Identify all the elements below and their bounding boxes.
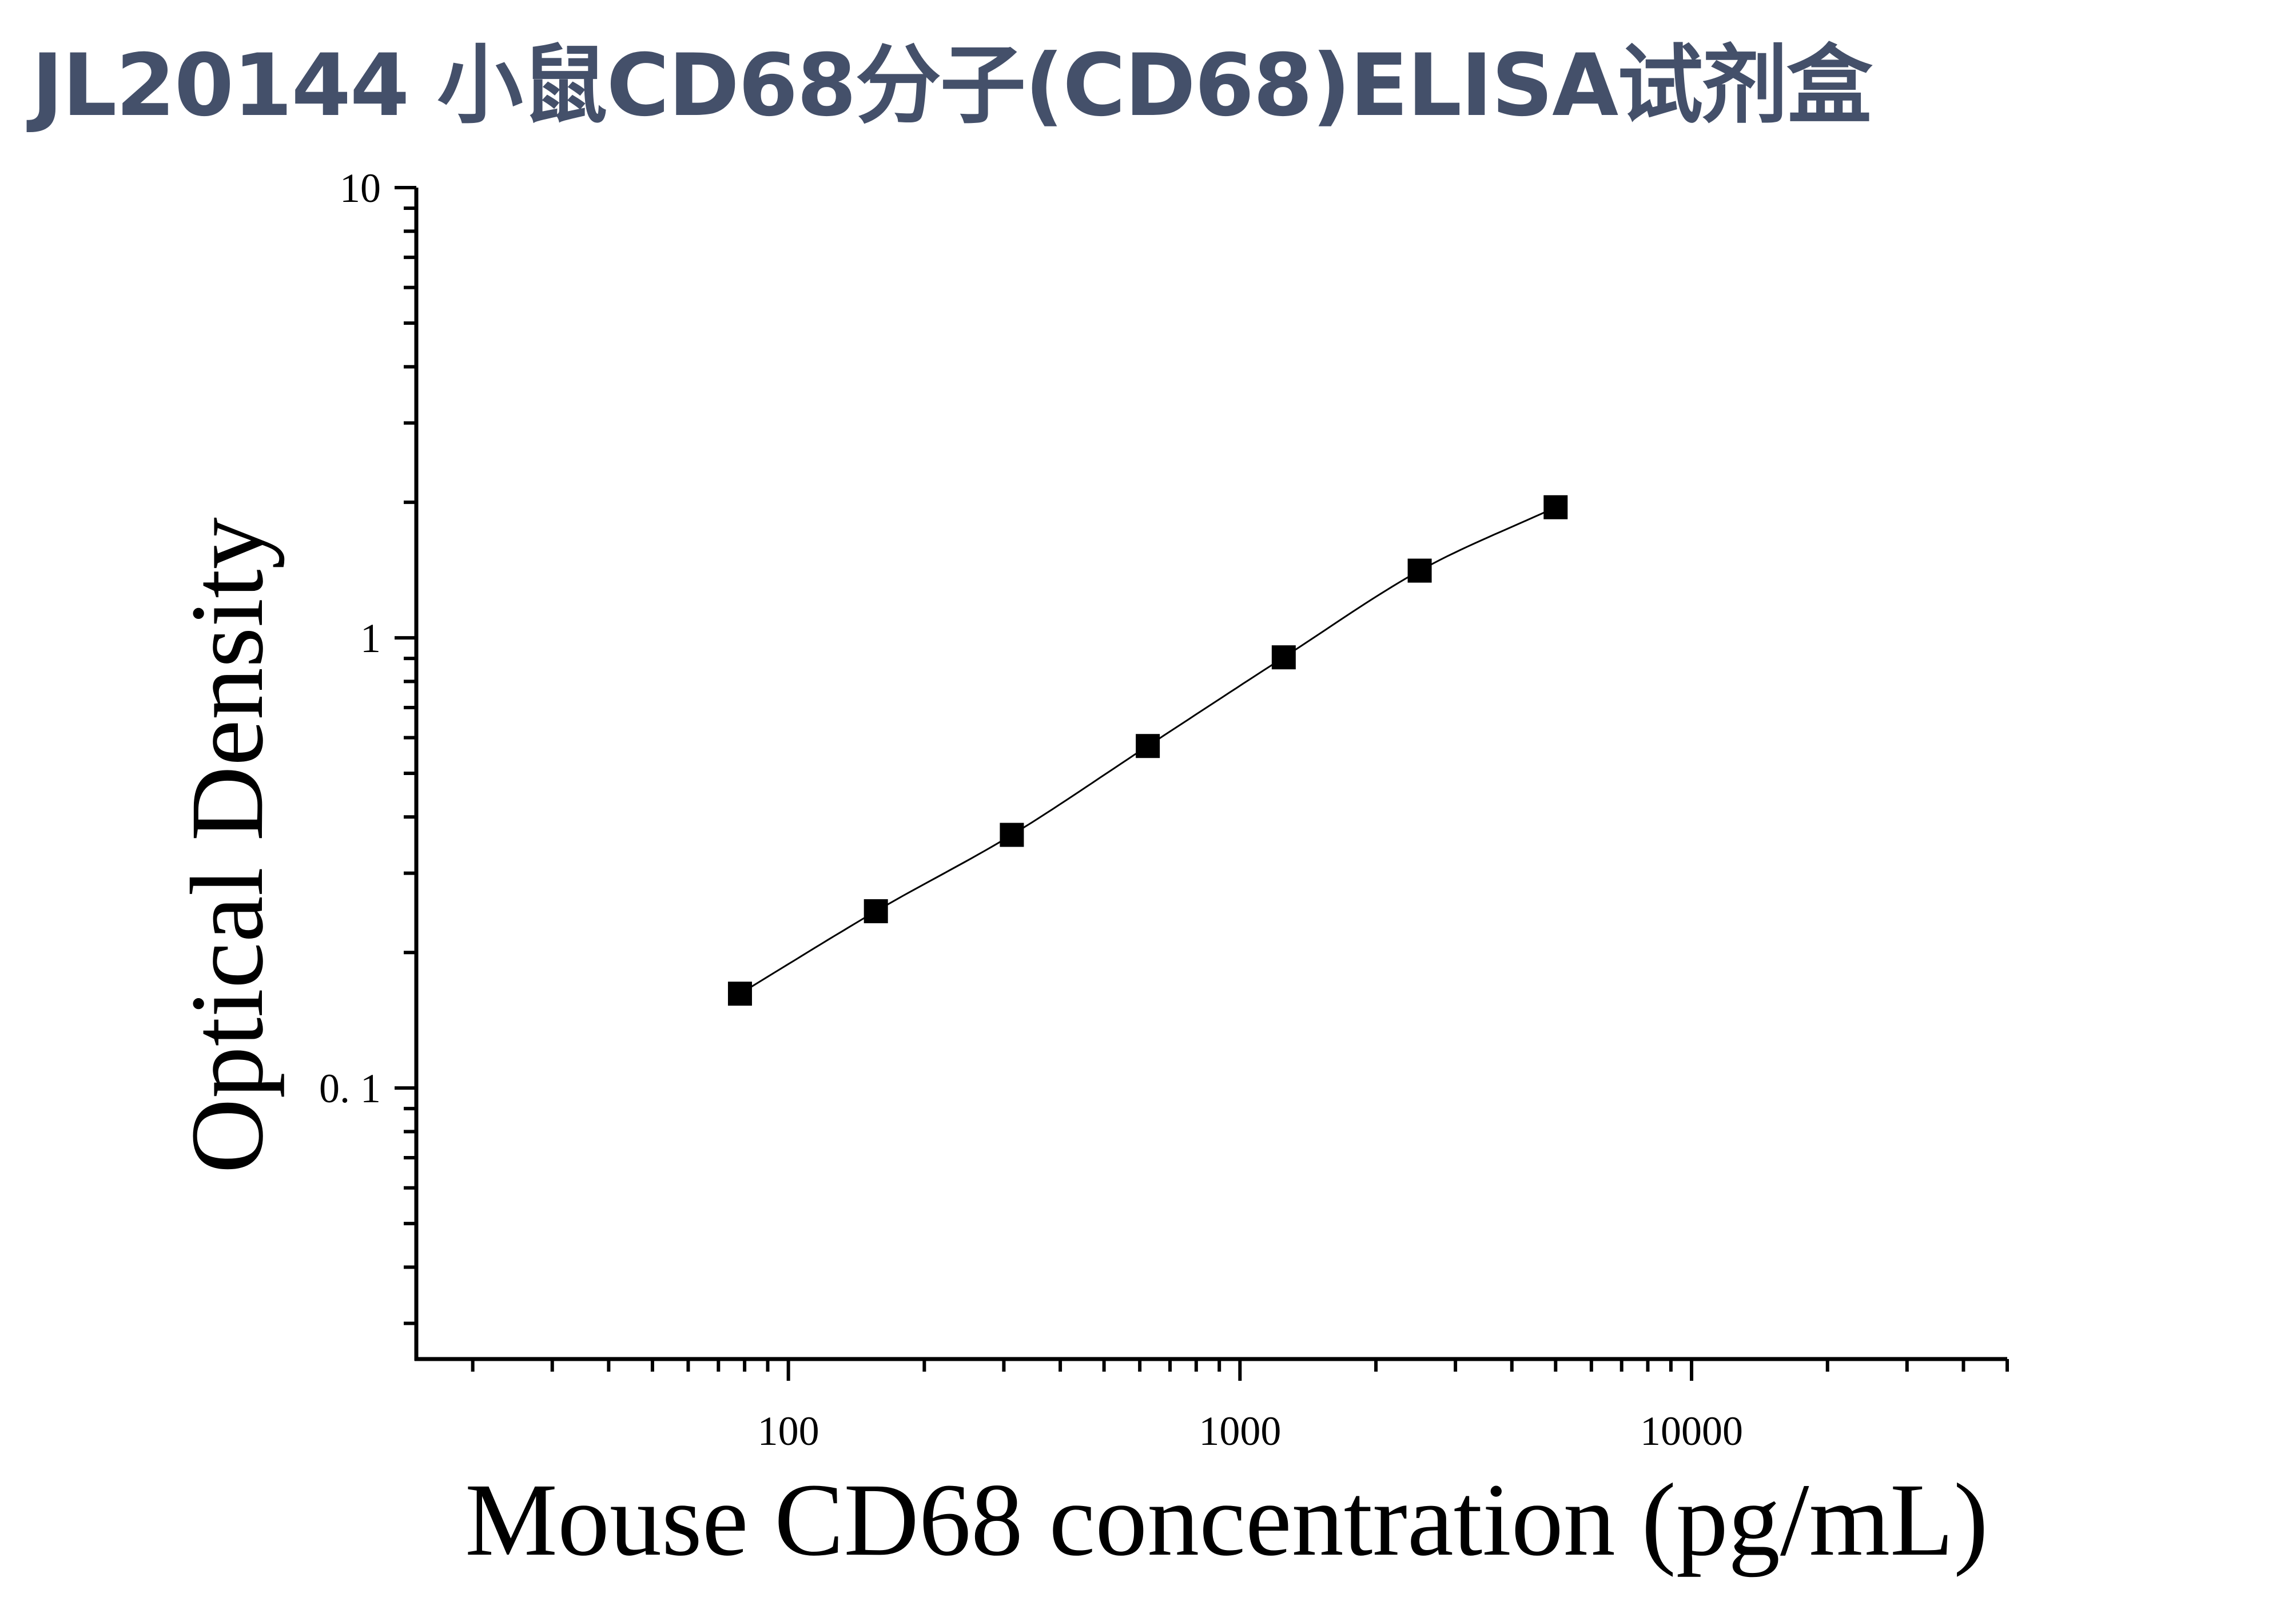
y-tick-label: 1 [360,615,381,661]
data-point [1407,558,1432,583]
axis-labels: Mouse CD68 concentration (pg/mL) Optical… [170,517,1988,1578]
x-axis-label: Mouse CD68 concentration (pg/mL) [465,1463,1988,1578]
y-axis-label: Optical Density [170,517,285,1173]
data-point [1136,734,1160,758]
x-tick-label: 100 [758,1408,819,1454]
axis-ticks: 100 1000 10000 0. 1 1 10 [319,165,2009,1454]
data-point [1271,645,1296,670]
data-points [727,495,1568,1006]
axes [414,188,2007,1361]
y-tick-label: 0. 1 [319,1066,381,1111]
data-point [727,982,752,1006]
data-point [1543,495,1568,519]
data-point [864,899,888,924]
y-tick-label: 10 [340,165,381,211]
x-tick-label: 1000 [1199,1408,1281,1454]
page-title: JL20144 小鼠CD68分子(CD68)ELISA试剂盒 [31,36,1872,136]
data-point [1000,823,1024,847]
x-tick-label: 10000 [1640,1408,1743,1454]
